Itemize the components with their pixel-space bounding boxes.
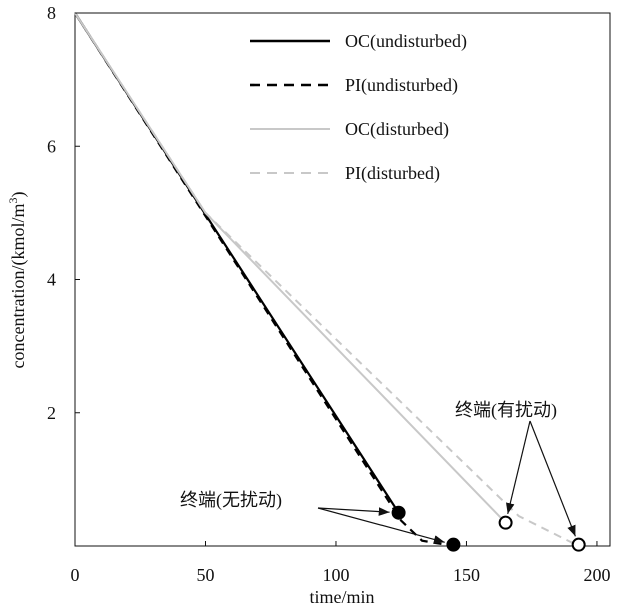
- x-tick-label: 0: [71, 565, 80, 585]
- endpoint-marker-open: [498, 515, 513, 530]
- tick-layer: 0 50 100 150 200 2 4 6 8: [47, 3, 610, 585]
- legend-label-pi-undisturbed: PI(undisturbed): [345, 75, 458, 96]
- y-axis-label-close: ): [8, 192, 29, 198]
- series-layer: [74, 12, 580, 548]
- endpoint-marker-open: [571, 537, 586, 552]
- y-tick-label: 4: [47, 270, 56, 290]
- y-axis-label: concentration/(kmol/m3): [6, 192, 29, 369]
- y-axis-label-sup: 3: [6, 198, 20, 204]
- endpoint-marker-filled: [446, 537, 461, 552]
- annotation-layer: 终端(无扰动) 终端(有扰动): [180, 400, 576, 544]
- legend-label-oc-disturbed: OC(disturbed): [345, 119, 449, 140]
- annotation-label: 终端(无扰动): [180, 490, 282, 511]
- legend-label-oc-undisturbed: OC(undisturbed): [345, 31, 467, 52]
- x-tick-label: 150: [453, 565, 480, 585]
- legend-label-pi-disturbed: PI(disturbed): [345, 163, 440, 184]
- marker-layer: [391, 505, 586, 552]
- annotation-arrow: [317, 507, 445, 544]
- series-line-pi-disturbed: [74, 12, 580, 547]
- plot-frame: [74, 12, 611, 547]
- x-tick-label: 50: [196, 565, 214, 585]
- x-tick-label: 200: [583, 565, 610, 585]
- legend: OC(undisturbed) PI(undisturbed) OC(disturb…: [250, 31, 467, 184]
- annotation-label: 终端(有扰动): [455, 400, 557, 421]
- x-tick-label: 100: [322, 565, 349, 585]
- annotation-arrow: [529, 420, 576, 537]
- endpoint-marker-filled: [391, 505, 406, 520]
- x-axis-label: time/min: [310, 587, 375, 607]
- y-tick-label: 6: [47, 136, 56, 156]
- annotation-arrow: [317, 507, 390, 516]
- y-tick-label: 2: [47, 403, 56, 423]
- annotation-arrow: [506, 420, 531, 515]
- y-tick-label: 8: [47, 3, 56, 23]
- y-axis-label-main: concentration/(kmol/m: [8, 204, 29, 369]
